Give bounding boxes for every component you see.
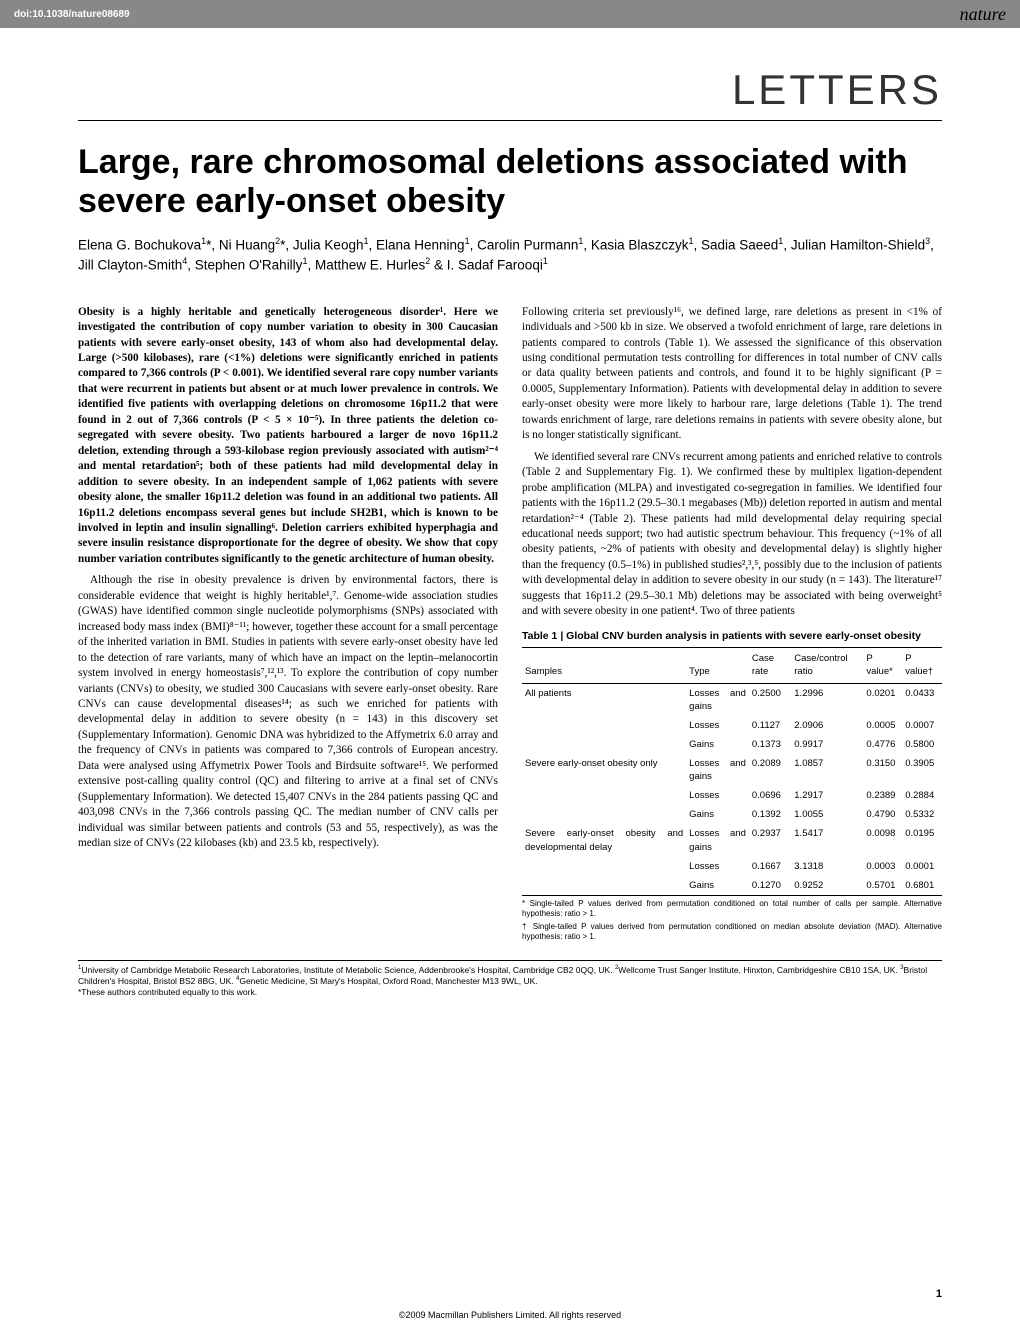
table-header: Case rate: [749, 648, 791, 683]
table-cell: 0.0195: [902, 824, 942, 856]
table-row: Losses0.11272.09060.00050.0007: [522, 716, 942, 735]
table-cell: 1.0857: [791, 754, 863, 786]
table-header: P value†: [902, 648, 942, 683]
copyright-footer: ©2009 Macmillan Publishers Limited. All …: [0, 1310, 1020, 1320]
table-cell: 0.1667: [749, 857, 791, 876]
table-cell: 1.5417: [791, 824, 863, 856]
author-list: Elena G. Bochukova1*, Ni Huang2*, Julia …: [78, 235, 942, 274]
table-cell: 0.3150: [863, 754, 902, 786]
table-cell: 0.5701: [863, 876, 902, 896]
table-cell: Severe early-onset obesity only: [522, 754, 686, 786]
top-bar: doi:10.1038/nature08689 nature: [0, 0, 1020, 28]
table-cell: 0.4776: [863, 735, 902, 754]
table-row: Gains0.12700.92520.57010.6801: [522, 876, 942, 896]
table-cell: 1.2917: [791, 786, 863, 805]
table-cell: 0.1392: [749, 805, 791, 824]
table-cell: Gains: [686, 735, 749, 754]
table-cell: All patients: [522, 683, 686, 716]
table-row: Gains0.13921.00550.47900.5332: [522, 805, 942, 824]
table1-note2: † Single-tailed P values derived from pe…: [522, 922, 942, 942]
table-header: Samples: [522, 648, 686, 683]
table-cell: Losses and gains: [686, 754, 749, 786]
table-header: P value*: [863, 648, 902, 683]
table-cell: Losses: [686, 857, 749, 876]
journal-brand: nature: [960, 4, 1006, 25]
table-cell: 0.5800: [902, 735, 942, 754]
table-header: Case/control ratio: [791, 648, 863, 683]
table-cell: 0.2884: [902, 786, 942, 805]
section-label: LETTERS: [78, 66, 942, 114]
body-para: We identified several rare CNVs recurren…: [522, 450, 942, 620]
table-cell: [522, 786, 686, 805]
table-cell: 0.0003: [863, 857, 902, 876]
right-column: Following criteria set previously¹⁶, we …: [522, 305, 942, 942]
table-cell: Losses: [686, 786, 749, 805]
table-cell: 0.9252: [791, 876, 863, 896]
table-cell: Losses and gains: [686, 683, 749, 716]
table-cell: 0.2389: [863, 786, 902, 805]
table1: SamplesTypeCase rateCase/control ratioP …: [522, 647, 942, 896]
table-cell: Losses and gains: [686, 824, 749, 856]
table-cell: 0.2089: [749, 754, 791, 786]
table-cell: 0.2500: [749, 683, 791, 716]
table-cell: 0.1127: [749, 716, 791, 735]
table-row: Severe early-onset obesity and developme…: [522, 824, 942, 856]
table-cell: [522, 735, 686, 754]
affiliation-rule: [78, 960, 942, 961]
table-cell: 0.0001: [902, 857, 942, 876]
table-cell: [522, 805, 686, 824]
left-column: Obesity is a highly heritable and geneti…: [78, 305, 498, 942]
table-cell: 2.0906: [791, 716, 863, 735]
page-number: 1: [936, 1288, 942, 1300]
table-cell: 0.1270: [749, 876, 791, 896]
table-cell: 0.0201: [863, 683, 902, 716]
table-row: Gains0.13730.99170.47760.5800: [522, 735, 942, 754]
doi-text: doi:10.1038/nature08689: [14, 9, 130, 20]
table1-note1: * Single-tailed P values derived from pe…: [522, 899, 942, 919]
article-title: Large, rare chromosomal deletions associ…: [78, 143, 942, 221]
table-cell: 0.0007: [902, 716, 942, 735]
table-cell: [522, 716, 686, 735]
table-cell: 0.6801: [902, 876, 942, 896]
table-cell: 0.0005: [863, 716, 902, 735]
table-cell: 1.0055: [791, 805, 863, 824]
table-cell: Gains: [686, 805, 749, 824]
body-para: Although the rise in obesity prevalence …: [78, 573, 498, 851]
table-cell: 0.1373: [749, 735, 791, 754]
table-row: Severe early-onset obesity onlyLosses an…: [522, 754, 942, 786]
table-cell: 0.0098: [863, 824, 902, 856]
table-cell: 3.1318: [791, 857, 863, 876]
body-columns: Obesity is a highly heritable and geneti…: [78, 305, 942, 942]
table-cell: Losses: [686, 716, 749, 735]
table-row: Losses0.16673.13180.00030.0001: [522, 857, 942, 876]
table-cell: 0.0433: [902, 683, 942, 716]
table-cell: 0.9917: [791, 735, 863, 754]
table-header: Type: [686, 648, 749, 683]
table-row: Losses0.06961.29170.23890.2884: [522, 786, 942, 805]
table-cell: 0.5332: [902, 805, 942, 824]
title-rule: [78, 120, 942, 121]
table-cell: 0.0696: [749, 786, 791, 805]
table-cell: [522, 857, 686, 876]
page-content: LETTERS Large, rare chromosomal deletion…: [0, 28, 1020, 998]
affiliations: 1University of Cambridge Metabolic Resea…: [78, 965, 942, 998]
abstract: Obesity is a highly heritable and geneti…: [78, 305, 498, 568]
table-cell: 0.2937: [749, 824, 791, 856]
table-cell: [522, 876, 686, 896]
body-para: Following criteria set previously¹⁶, we …: [522, 305, 942, 444]
table-cell: Severe early-onset obesity and developme…: [522, 824, 686, 856]
table-cell: Gains: [686, 876, 749, 896]
table-cell: 0.4790: [863, 805, 902, 824]
table-cell: 0.3905: [902, 754, 942, 786]
table1-title: Table 1 | Global CNV burden analysis in …: [522, 630, 942, 644]
table-cell: 1.2996: [791, 683, 863, 716]
table-row: All patientsLosses and gains0.25001.2996…: [522, 683, 942, 716]
